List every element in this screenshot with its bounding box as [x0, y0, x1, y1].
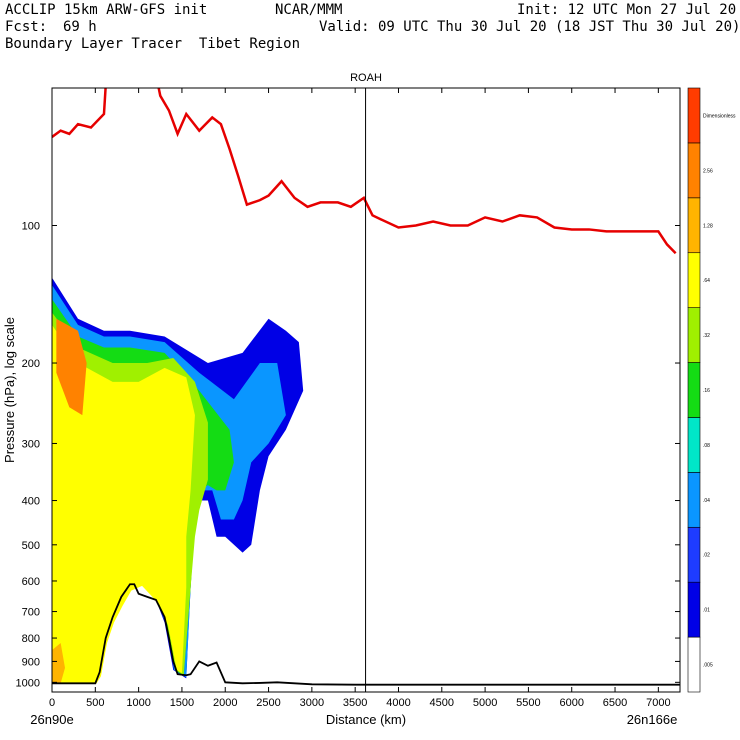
forecast-label: Fcst:: [5, 19, 48, 35]
colorbar-label: .005: [703, 663, 713, 669]
x-tick-label: 2000: [213, 697, 237, 709]
colorbar: .005 .01 .02 .04 .08 .16 .32 .64 1.28 2.56 Dimensi…: [687, 87, 736, 693]
colorbar-swatch: [687, 526, 701, 583]
x-tick-label: 5000: [473, 697, 497, 709]
x-tick-label: 4500: [430, 697, 454, 709]
y-tick-label: 900: [22, 656, 40, 668]
valid-time: Valid: 09 UTC Thu 30 Jul 20 (18 JST Thu …: [319, 19, 740, 35]
colorbar-label: Dimensionless: [703, 113, 736, 119]
colorbar-swatch: [687, 197, 701, 254]
colorbar-label: .16: [703, 388, 710, 394]
colorbar-label: 1.28: [703, 223, 713, 229]
y-tick-label: 500: [22, 540, 40, 552]
org-label: NCAR/MMM: [275, 2, 343, 18]
colorbar-swatch: [687, 87, 701, 144]
colorbar-label: .64: [703, 278, 710, 284]
product-title: Boundary Layer Tracer Tibet Region: [5, 36, 301, 52]
model-title: ACCLIP 15km ARW-GFS init: [5, 2, 208, 18]
tracer-region-2p56: [56, 318, 87, 416]
x-tick-label: 6500: [603, 697, 627, 709]
x-tick-label: 500: [86, 697, 104, 709]
x-tick-label: 7000: [646, 697, 670, 709]
terrain-line: [52, 583, 680, 686]
chart-title: ROAH: [350, 72, 382, 84]
tracer-region-p64: [52, 324, 195, 684]
init-time: Init: 12 UTC Mon 27 Jul 20: [517, 2, 737, 18]
y-axis-label: Pressure (hPa), log scale: [2, 317, 17, 463]
colorbar-label: .08: [703, 443, 710, 449]
colorbar-swatch: [687, 472, 701, 528]
x-tick-label: 4000: [386, 697, 410, 709]
y-tick-label: 100: [22, 221, 40, 233]
colorbar-label: .04: [703, 498, 710, 504]
y-tick-label: 800: [22, 633, 40, 645]
y-tick-label: 700: [22, 607, 40, 619]
colorbar-swatch: [687, 417, 701, 473]
y-tick-label: 600: [22, 576, 40, 588]
x-end-label: 26n166e: [627, 712, 678, 727]
forecast-hour: 69 h: [63, 19, 97, 35]
colorbar-label: .32: [703, 333, 710, 339]
x-tick-label: 6000: [559, 697, 583, 709]
x-tick-label: 1000: [126, 697, 150, 709]
colorbar-swatch: [687, 307, 701, 363]
x-tick-label: 2500: [256, 697, 280, 709]
tropopause-line: [52, 88, 677, 255]
x-start-label: 26n90e: [30, 712, 73, 727]
colorbar-swatch: [687, 362, 701, 418]
y-tick-label: 1000: [16, 677, 40, 689]
colorbar-swatch: [687, 636, 701, 693]
colorbar-label: 2.56: [703, 168, 713, 174]
x-axis-label: Distance (km): [326, 712, 406, 727]
colorbar-swatch: [687, 142, 701, 199]
x-tick-label: 3000: [300, 697, 324, 709]
tracer-region-1p28: [52, 642, 65, 684]
colorbar-label: .02: [703, 553, 710, 559]
plot-frame: [51, 87, 681, 693]
y-tick-label: 300: [22, 438, 40, 450]
y-tick-label: 200: [22, 358, 40, 370]
colorbar-swatch: [687, 252, 701, 308]
y-tick-label: 400: [22, 496, 40, 508]
x-tick-label: 3500: [343, 697, 367, 709]
colorbar-swatch: [687, 581, 701, 638]
x-tick-label: 5500: [516, 697, 540, 709]
x-tick-label: 0: [49, 697, 55, 709]
x-tick-label: 1500: [170, 697, 194, 709]
colorbar-label: .01: [703, 608, 710, 614]
